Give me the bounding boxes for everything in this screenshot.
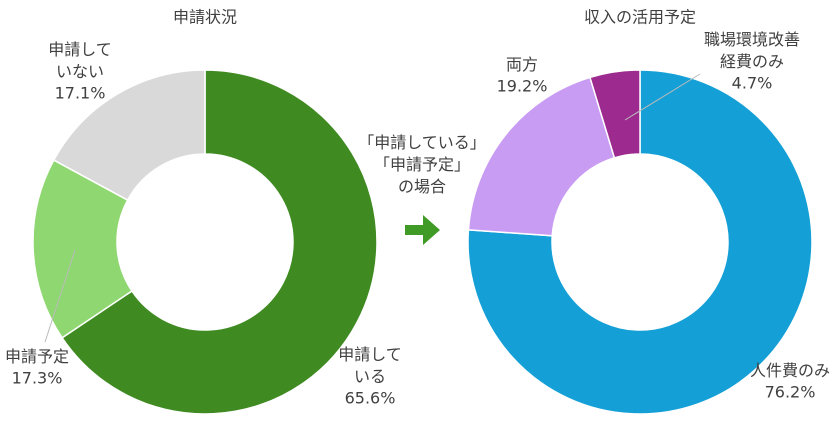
- value-label: 4.7%: [732, 74, 773, 93]
- slice: [61, 69, 378, 415]
- slice-label: 申請していない: [48, 40, 112, 81]
- slice-label-line: 経費のみ: [720, 52, 784, 71]
- value-label: 76.2%: [765, 383, 816, 402]
- value-label: 17.1%: [55, 84, 106, 103]
- leader-line: [624, 73, 701, 121]
- slice-label-line: 人件費のみ: [750, 361, 830, 380]
- slice-label-line: 職場環境改善: [704, 30, 800, 49]
- note-text-line: の場合: [398, 177, 446, 196]
- note-text-line: 「申請している」: [358, 133, 486, 152]
- chart-title: 申請状況: [173, 8, 237, 27]
- arrow: [405, 215, 440, 245]
- slice-label-line: 両方: [506, 55, 538, 74]
- leader-line: [44, 249, 76, 343]
- slice-label: 申請予定: [5, 347, 69, 366]
- slice-label-line: 申請して: [48, 40, 112, 59]
- slice-label-line: いる: [354, 367, 386, 386]
- value-label: 19.2%: [497, 77, 548, 96]
- chart-title: 収入の活用予定: [584, 8, 696, 27]
- slice: [467, 76, 616, 237]
- note-text-line: 「申請予定」: [374, 155, 470, 174]
- slice: [589, 69, 641, 159]
- slice-label: 両方: [506, 55, 538, 74]
- slice-label-line: いない: [56, 62, 104, 81]
- slice-label: 職場環境改善経費のみ: [704, 30, 800, 71]
- slice: [467, 69, 813, 415]
- slice-label-line: 申請して: [338, 345, 402, 364]
- note-text: 「申請している」: [358, 133, 486, 152]
- value-label: 65.6%: [345, 389, 396, 408]
- slice-label: 申請している: [338, 345, 402, 386]
- value-label: 17.3%: [12, 369, 63, 388]
- note-text: 「申請予定」: [374, 155, 470, 174]
- slice-label: 人件費のみ: [750, 361, 830, 380]
- slice-label-line: 申請予定: [5, 347, 69, 366]
- note-text: の場合: [398, 177, 446, 196]
- slice: [52, 69, 206, 202]
- slice: [32, 159, 133, 339]
